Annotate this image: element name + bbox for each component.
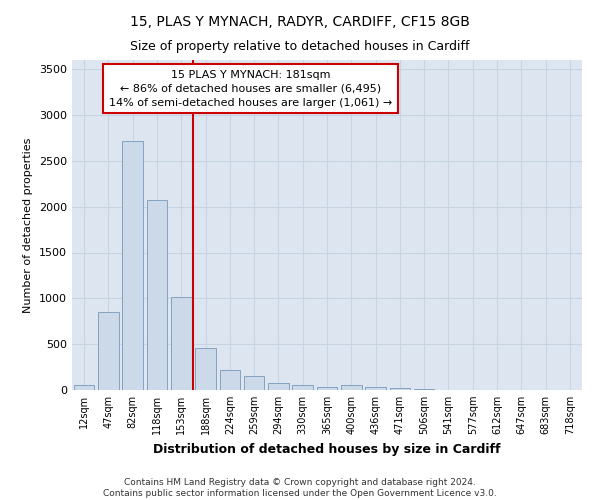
Bar — [195, 348, 216, 390]
Bar — [98, 312, 119, 390]
Bar — [74, 384, 94, 390]
Text: Contains HM Land Registry data © Crown copyright and database right 2024.
Contai: Contains HM Land Registry data © Crown c… — [103, 478, 497, 498]
Bar — [341, 385, 362, 390]
Bar — [146, 200, 167, 390]
Y-axis label: Number of detached properties: Number of detached properties — [23, 138, 34, 312]
Bar — [244, 376, 265, 390]
Bar — [317, 387, 337, 390]
Bar — [389, 388, 410, 390]
Text: Size of property relative to detached houses in Cardiff: Size of property relative to detached ho… — [130, 40, 470, 53]
Bar — [122, 140, 143, 390]
Text: 15 PLAS Y MYNACH: 181sqm
← 86% of detached houses are smaller (6,495)
14% of sem: 15 PLAS Y MYNACH: 181sqm ← 86% of detach… — [109, 70, 392, 108]
Bar — [292, 385, 313, 390]
Bar — [220, 370, 240, 390]
Bar — [171, 296, 191, 390]
Bar — [365, 387, 386, 390]
Text: 15, PLAS Y MYNACH, RADYR, CARDIFF, CF15 8GB: 15, PLAS Y MYNACH, RADYR, CARDIFF, CF15 … — [130, 15, 470, 29]
X-axis label: Distribution of detached houses by size in Cardiff: Distribution of detached houses by size … — [153, 442, 501, 456]
Bar — [268, 382, 289, 390]
